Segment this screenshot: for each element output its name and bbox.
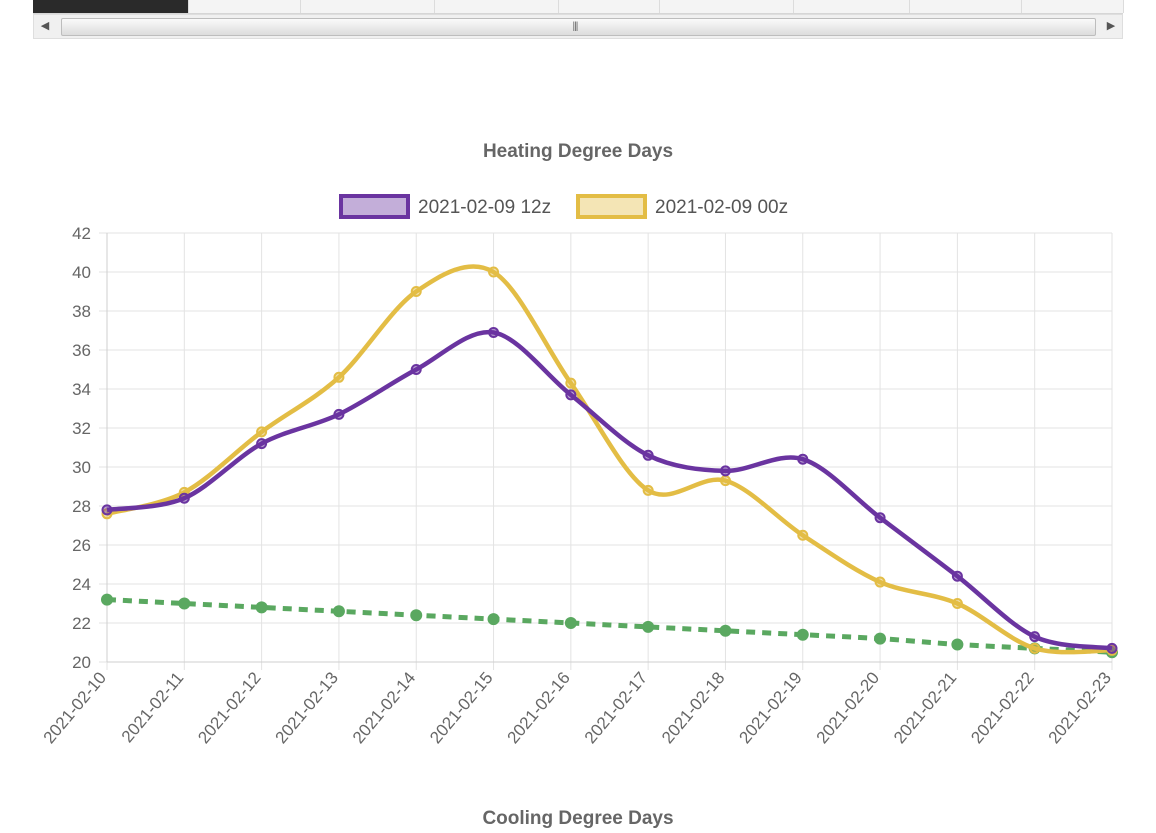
legend-label: 2021-02-09 00z — [655, 197, 788, 218]
cooling-degree-days-heading: Cooling Degree Days — [482, 808, 673, 829]
data-point[interactable] — [564, 617, 577, 629]
tab-active[interactable] — [33, 0, 189, 13]
y-tick-label: 42 — [72, 224, 91, 243]
chart-legend: 2021-02-09 12z 2021-02-09 00z — [339, 194, 788, 219]
series-2 — [101, 593, 1118, 659]
horizontal-scrollbar[interactable]: ◀ ||| ▶ — [33, 14, 1123, 39]
legend-swatch — [339, 194, 410, 219]
scroll-right-arrow-icon[interactable]: ▶ — [1106, 20, 1116, 32]
data-point[interactable] — [488, 266, 500, 278]
data-point[interactable] — [951, 570, 963, 582]
tab[interactable] — [188, 0, 301, 13]
x-tick-label: 2021-02-15 — [426, 668, 496, 747]
data-point[interactable] — [642, 620, 655, 633]
scroll-left-arrow-icon[interactable]: ◀ — [40, 20, 50, 32]
tab[interactable] — [1021, 0, 1124, 13]
data-point[interactable] — [951, 638, 964, 651]
x-tick-label: 2021-02-17 — [581, 668, 651, 747]
y-tick-label: 28 — [72, 497, 91, 516]
data-point[interactable] — [410, 286, 422, 297]
data-point[interactable] — [874, 512, 886, 524]
x-tick-label: 2021-02-22 — [967, 668, 1037, 747]
data-point[interactable] — [332, 605, 345, 618]
y-tick-label: 38 — [72, 302, 91, 321]
tab-strip — [33, 0, 1124, 14]
x-tick-label: 2021-02-12 — [194, 668, 264, 747]
data-point[interactable] — [719, 465, 731, 477]
data-point[interactable] — [797, 453, 809, 465]
x-tick-label: 2021-02-14 — [349, 668, 419, 747]
y-tick-label: 32 — [72, 419, 91, 438]
x-axis: 2021-02-10 2021-02-11 2021-02-12 2021-02-13… — [40, 668, 1115, 747]
data-point[interactable] — [874, 576, 886, 588]
data-point[interactable] — [874, 632, 887, 645]
data-point[interactable] — [410, 364, 422, 375]
data-point[interactable] — [256, 426, 268, 438]
data-point[interactable] — [488, 326, 500, 338]
legend-swatch — [576, 194, 647, 219]
x-tick-label: 2021-02-20 — [813, 668, 883, 747]
data-point[interactable] — [642, 484, 654, 496]
tab[interactable] — [300, 0, 435, 13]
x-tick-label: 2021-02-13 — [272, 668, 342, 747]
y-tick-label: 40 — [72, 263, 91, 282]
scrollbar-thumb[interactable]: ||| — [61, 18, 1096, 36]
data-point[interactable] — [1029, 631, 1041, 643]
tab[interactable] — [659, 0, 794, 13]
data-point[interactable] — [333, 371, 345, 383]
data-point[interactable] — [565, 377, 577, 389]
legend-item[interactable]: 2021-02-09 00z — [576, 194, 788, 219]
series-line — [106, 329, 1113, 651]
data-point[interactable] — [719, 624, 732, 637]
data-point[interactable] — [333, 408, 345, 420]
data-point[interactable] — [101, 504, 113, 516]
grip-icon: ||| — [572, 21, 579, 32]
x-tick-label: 2021-02-11 — [118, 668, 188, 746]
series-1 — [101, 264, 1118, 656]
y-tick-label: 26 — [72, 536, 91, 555]
y-axis: 20 22 24 26 28 30 32 34 36 38 40 42 — [72, 224, 91, 672]
y-tick-label: 36 — [72, 341, 91, 360]
data-point[interactable] — [796, 628, 809, 641]
series-0 — [101, 326, 1118, 654]
data-point[interactable] — [256, 438, 268, 450]
y-tick-label: 20 — [72, 653, 91, 672]
x-tick-label: 2021-02-10 — [40, 668, 110, 747]
chart-title: Heating Degree Days — [483, 141, 673, 162]
x-tick-label: 2021-02-19 — [735, 668, 805, 747]
data-point[interactable] — [1029, 642, 1041, 654]
data-point[interactable] — [1106, 642, 1118, 654]
series-group — [101, 264, 1118, 659]
tab[interactable] — [558, 0, 660, 13]
data-point[interactable] — [565, 389, 577, 401]
series-line-trend — [106, 597, 1113, 655]
y-tick-label: 22 — [72, 614, 91, 633]
x-tick-label: 2021-02-21 — [890, 668, 960, 747]
tab[interactable] — [434, 0, 559, 13]
data-point[interactable] — [101, 593, 113, 606]
data-point[interactable] — [487, 613, 500, 626]
data-point[interactable] — [951, 598, 963, 609]
data-point[interactable] — [178, 597, 191, 610]
y-tick-label: 30 — [72, 458, 91, 477]
tab[interactable] — [793, 0, 910, 13]
legend-label: 2021-02-09 12z — [418, 197, 551, 218]
data-point[interactable] — [410, 609, 423, 622]
x-tick-label: 2021-02-18 — [658, 668, 728, 747]
data-point[interactable] — [642, 449, 654, 461]
x-tick-label: 2021-02-16 — [503, 668, 573, 747]
data-point[interactable] — [255, 601, 268, 614]
series-line — [106, 264, 1113, 655]
data-point[interactable] — [797, 529, 809, 541]
legend-item[interactable]: 2021-02-09 12z — [339, 194, 551, 219]
data-point[interactable] — [719, 475, 731, 487]
tab[interactable] — [909, 0, 1022, 13]
y-tick-label: 24 — [72, 575, 91, 594]
x-tick-label: 2021-02-23 — [1045, 668, 1115, 747]
y-tick-label: 34 — [72, 380, 91, 399]
data-point[interactable] — [178, 492, 190, 504]
